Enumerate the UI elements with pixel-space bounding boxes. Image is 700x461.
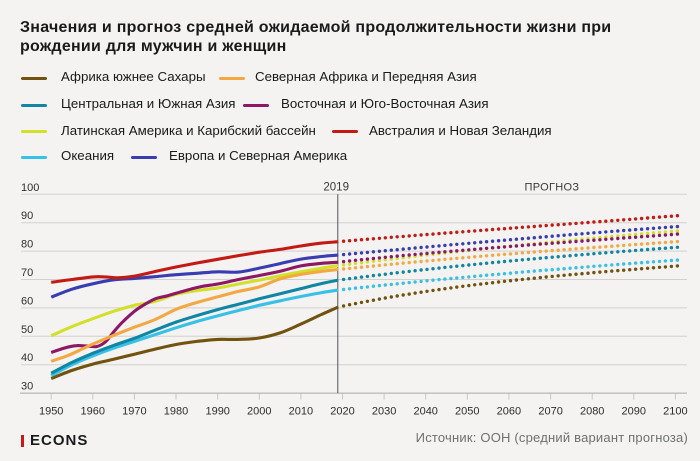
svg-text:100: 100: [21, 182, 39, 194]
svg-text:1990: 1990: [205, 406, 229, 418]
svg-text:2019: 2019: [323, 182, 349, 194]
svg-text:40: 40: [21, 352, 33, 364]
svg-text:ПРОГНОЗ: ПРОГНОЗ: [525, 182, 580, 194]
svg-text:2030: 2030: [372, 406, 396, 418]
svg-text:2040: 2040: [413, 406, 437, 418]
svg-text:1980: 1980: [164, 406, 188, 418]
svg-text:80: 80: [21, 239, 33, 251]
svg-text:30: 30: [21, 381, 33, 393]
svg-text:1950: 1950: [39, 406, 63, 418]
svg-text:2020: 2020: [330, 406, 354, 418]
svg-text:2060: 2060: [497, 406, 521, 418]
svg-text:2000: 2000: [247, 406, 271, 418]
svg-text:90: 90: [21, 210, 33, 222]
svg-text:70: 70: [21, 267, 33, 279]
svg-text:2090: 2090: [622, 406, 646, 418]
svg-text:1970: 1970: [122, 406, 146, 418]
svg-text:2100: 2100: [663, 406, 687, 418]
svg-text:2080: 2080: [580, 406, 604, 418]
svg-text:2010: 2010: [289, 406, 313, 418]
svg-text:1960: 1960: [81, 406, 105, 418]
svg-text:2050: 2050: [455, 406, 479, 418]
svg-text:60: 60: [21, 295, 33, 307]
svg-text:2070: 2070: [538, 406, 562, 418]
svg-text:50: 50: [21, 324, 33, 336]
